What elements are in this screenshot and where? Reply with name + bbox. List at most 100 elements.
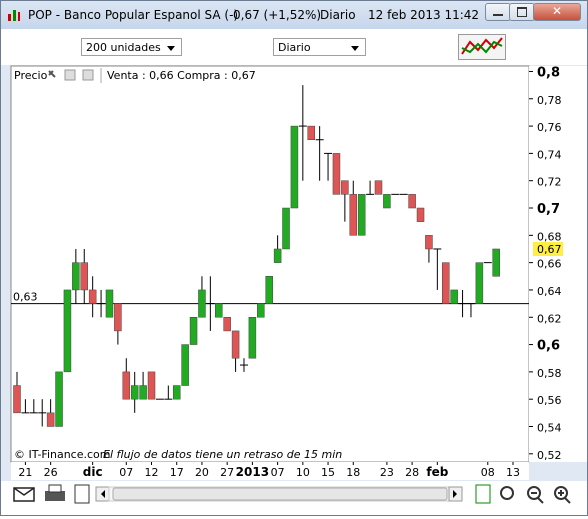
- candle-body: [282, 207, 290, 250]
- print-button[interactable]: [45, 491, 65, 501]
- candle-body: [341, 180, 349, 195]
- candle-body: [231, 330, 240, 359]
- candle-body: [408, 194, 416, 209]
- window-datetime: 12 feb 2013 11:42: [368, 8, 480, 22]
- candle-body: [273, 248, 282, 263]
- candle-body: [492, 248, 500, 277]
- zoom-fit-button[interactable]: [500, 486, 514, 500]
- zoom-in-icon: [558, 490, 571, 504]
- minimize-button[interactable]: [485, 3, 511, 21]
- x-tick-label: 13: [506, 466, 520, 479]
- x-tick-label: 27: [220, 466, 234, 479]
- credit: © IT-Finance.com: [14, 448, 111, 461]
- chart-type-button[interactable]: [475, 484, 491, 504]
- candle-body: [349, 194, 358, 236]
- candle-body: [139, 385, 147, 400]
- x-tick-label: 10: [296, 466, 310, 479]
- window-quote: 0,67 (+1,52%): [233, 8, 322, 22]
- y-tick-label: 0,78: [537, 94, 562, 107]
- legend-label: Precio: [14, 69, 48, 82]
- y-tick-label: 0,68: [537, 230, 562, 243]
- candle-body: [88, 289, 97, 304]
- candle-body: [147, 371, 156, 400]
- candle-body: [122, 371, 131, 400]
- candle-body: [189, 317, 198, 345]
- period-dropdown[interactable]: Diario: [273, 38, 366, 56]
- arrow-left: [101, 490, 105, 498]
- zoom-out-icon: [531, 492, 544, 504]
- window-title: POP - Banco Popular Espanol SA (-): [28, 8, 239, 22]
- x-tick-label: 08: [481, 466, 495, 479]
- candle-body: [114, 303, 122, 332]
- window-period: Diario: [320, 8, 356, 22]
- candle-body: [72, 262, 80, 291]
- y-tick-label: 0,58: [537, 367, 562, 380]
- maximize-button[interactable]: [509, 3, 535, 21]
- scroll-thumb[interactable]: [112, 487, 448, 501]
- candle-body: [223, 317, 231, 332]
- y-tick-label: 0,62: [537, 312, 562, 325]
- candle-body: [63, 289, 72, 373]
- x-tick-label: 21: [18, 466, 32, 479]
- candle-body: [265, 276, 273, 304]
- candle-body: [374, 180, 383, 195]
- candle-body: [450, 289, 458, 304]
- x-tick-label: dic: [83, 465, 103, 479]
- candle-body: [257, 303, 265, 318]
- title-bar: POP - Banco Popular Espanol SA (-) 0,67 …: [1, 1, 587, 29]
- candle-body: [357, 194, 366, 236]
- x-tick-label: 12: [145, 466, 159, 479]
- candle-body: [46, 412, 55, 427]
- candle-body: [198, 289, 206, 318]
- candle-body: [290, 125, 299, 209]
- y-tick-label: 0,66: [537, 258, 562, 271]
- y-tick-label: 0,72: [537, 176, 562, 189]
- y-tick-label: 0,54: [537, 421, 562, 434]
- app-icon: [8, 10, 20, 21]
- bottom-toolbar: [13, 484, 571, 504]
- candle-body: [55, 371, 63, 427]
- candle-body: [80, 262, 89, 291]
- x-tick-label: 28: [405, 466, 419, 479]
- arrow-right: [453, 490, 457, 498]
- candle-body: [425, 235, 433, 250]
- candle-body: [416, 207, 425, 222]
- x-tick-label: 20: [195, 466, 209, 479]
- candle-body: [475, 262, 484, 304]
- candle-body: [383, 194, 391, 209]
- y-tick-label: 0,8: [537, 65, 560, 80]
- price-axis: [529, 66, 587, 462]
- chart: Precio Venta : 0,66 Compra : 0,67 © IT-F…: [10, 65, 587, 480]
- candle-body: [105, 289, 114, 318]
- export-button[interactable]: [74, 484, 90, 504]
- y-tick-label: 0,64: [537, 285, 562, 298]
- y-tick-label: 0,76: [537, 121, 562, 134]
- toolbar: 200 unidades Diario: [1, 29, 587, 65]
- y-tick-label: 0,56: [537, 394, 562, 407]
- candle-body: [172, 385, 181, 400]
- x-tick-label: 17: [170, 466, 184, 479]
- x-tick-label: 23: [380, 466, 394, 479]
- y-tick-label: 0,6: [537, 339, 560, 354]
- x-tick-label: 07: [119, 466, 133, 479]
- indicators-button[interactable]: [458, 34, 506, 60]
- close-button[interactable]: ✕: [533, 3, 581, 21]
- plot-area: [10, 65, 530, 463]
- x-tick-label: 26: [44, 466, 58, 479]
- zoom-out-button[interactable]: [527, 486, 541, 500]
- reference-label: 0,63: [13, 291, 38, 304]
- x-tick-label: 07: [271, 466, 285, 479]
- x-tick-label: feb: [426, 465, 448, 479]
- email-button[interactable]: [13, 487, 35, 502]
- y-tick-label: 0,74: [537, 148, 562, 161]
- units-dropdown[interactable]: 200 unidades: [81, 38, 182, 56]
- candle-body: [215, 303, 223, 318]
- bottom-bar: [1, 481, 587, 515]
- y-tick-label: 0,7: [537, 202, 560, 217]
- candle-body: [13, 385, 21, 414]
- delay-notice: El flujo de datos tiene un retraso de 15…: [103, 448, 342, 461]
- x-tick-label: 18: [346, 466, 360, 479]
- zoom-in-button[interactable]: [554, 486, 568, 500]
- candle-body: [307, 125, 315, 140]
